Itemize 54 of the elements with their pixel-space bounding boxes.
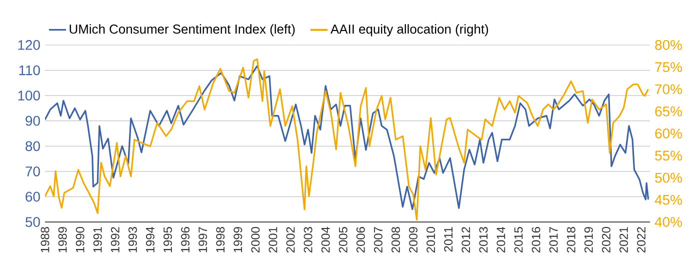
x-tick-label: 1988 xyxy=(40,227,50,252)
x-tick-label: 2010 xyxy=(426,226,436,253)
y2-tick-label: 75% xyxy=(655,62,682,72)
x-tick-label: 2021 xyxy=(619,227,628,253)
legend-label: AAII equity allocation (right) xyxy=(330,24,488,36)
x-tick-label: 2009 xyxy=(409,227,418,253)
x-tick-label: 2005 xyxy=(338,227,348,253)
x-tick-label: 1999 xyxy=(234,227,242,252)
x-tick-label: 2014 xyxy=(496,226,506,253)
x-tick-label: 2018 xyxy=(566,227,576,253)
y-tick-label: 120 xyxy=(18,40,40,50)
x-tick-label: 2016 xyxy=(532,227,540,253)
x-tick-label: 2015 xyxy=(514,227,523,253)
x-tick-label: 2000 xyxy=(251,226,260,253)
x-tick-label: 2001 xyxy=(268,227,278,253)
x-tick-label: 2013 xyxy=(479,227,488,253)
y2-tick-label: 55% xyxy=(655,150,682,161)
x-tick-label: 1996 xyxy=(181,227,190,252)
x-tick-label: 2017 xyxy=(549,227,558,253)
y2-tick-label: 50% xyxy=(655,172,682,183)
y2-tick-label: 65% xyxy=(655,106,682,116)
x-tick-label: 1998 xyxy=(216,227,225,252)
legend-label: UMich Consumer Sentiment Index (left) xyxy=(70,24,295,36)
x-tick-label: 1991 xyxy=(93,227,102,252)
x-tick-label: 1997 xyxy=(198,227,208,252)
y-tick-label: 110 xyxy=(19,65,40,76)
x-tick-label: 2006 xyxy=(356,227,365,253)
y-tick-label: 70 xyxy=(26,166,40,176)
x-tick-label: 2020 xyxy=(602,226,610,253)
x-tick-label: 2019 xyxy=(584,227,593,253)
y-tick-label: 60 xyxy=(26,192,40,202)
y-tick-label: 50 xyxy=(26,217,40,227)
y2-tick-label: 60% xyxy=(655,128,682,138)
x-tick-label: 2011 xyxy=(444,227,453,252)
x-tick-label: 1994 xyxy=(146,226,154,252)
y2-tick-label: 40% xyxy=(654,217,682,227)
y-tick-label: 100 xyxy=(18,90,40,101)
x-tick-label: 1993 xyxy=(128,227,137,252)
x-tick-label: 1995 xyxy=(164,227,172,252)
y2-tick-label: 70% xyxy=(655,84,682,94)
y-tick-label: 90 xyxy=(26,116,40,126)
y-tick-label: 80 xyxy=(26,141,40,152)
x-tick-label: 2008 xyxy=(392,227,400,253)
x-tick-label: 2012 xyxy=(462,227,470,253)
x-tick-label: 2022 xyxy=(637,227,646,253)
x-tick-label: 2003 xyxy=(304,227,312,253)
x-tick-label: 1992 xyxy=(110,227,120,252)
x-tick-label: 2002 xyxy=(286,227,295,253)
x-tick-label: 1989 xyxy=(58,227,67,252)
x-tick-label: 2007 xyxy=(374,227,382,253)
y2-tick-label: 45% xyxy=(654,194,682,205)
y2-tick-label: 80% xyxy=(655,40,682,50)
x-tick-label: 2004 xyxy=(321,226,330,253)
x-tick-label: 1990 xyxy=(76,226,84,252)
